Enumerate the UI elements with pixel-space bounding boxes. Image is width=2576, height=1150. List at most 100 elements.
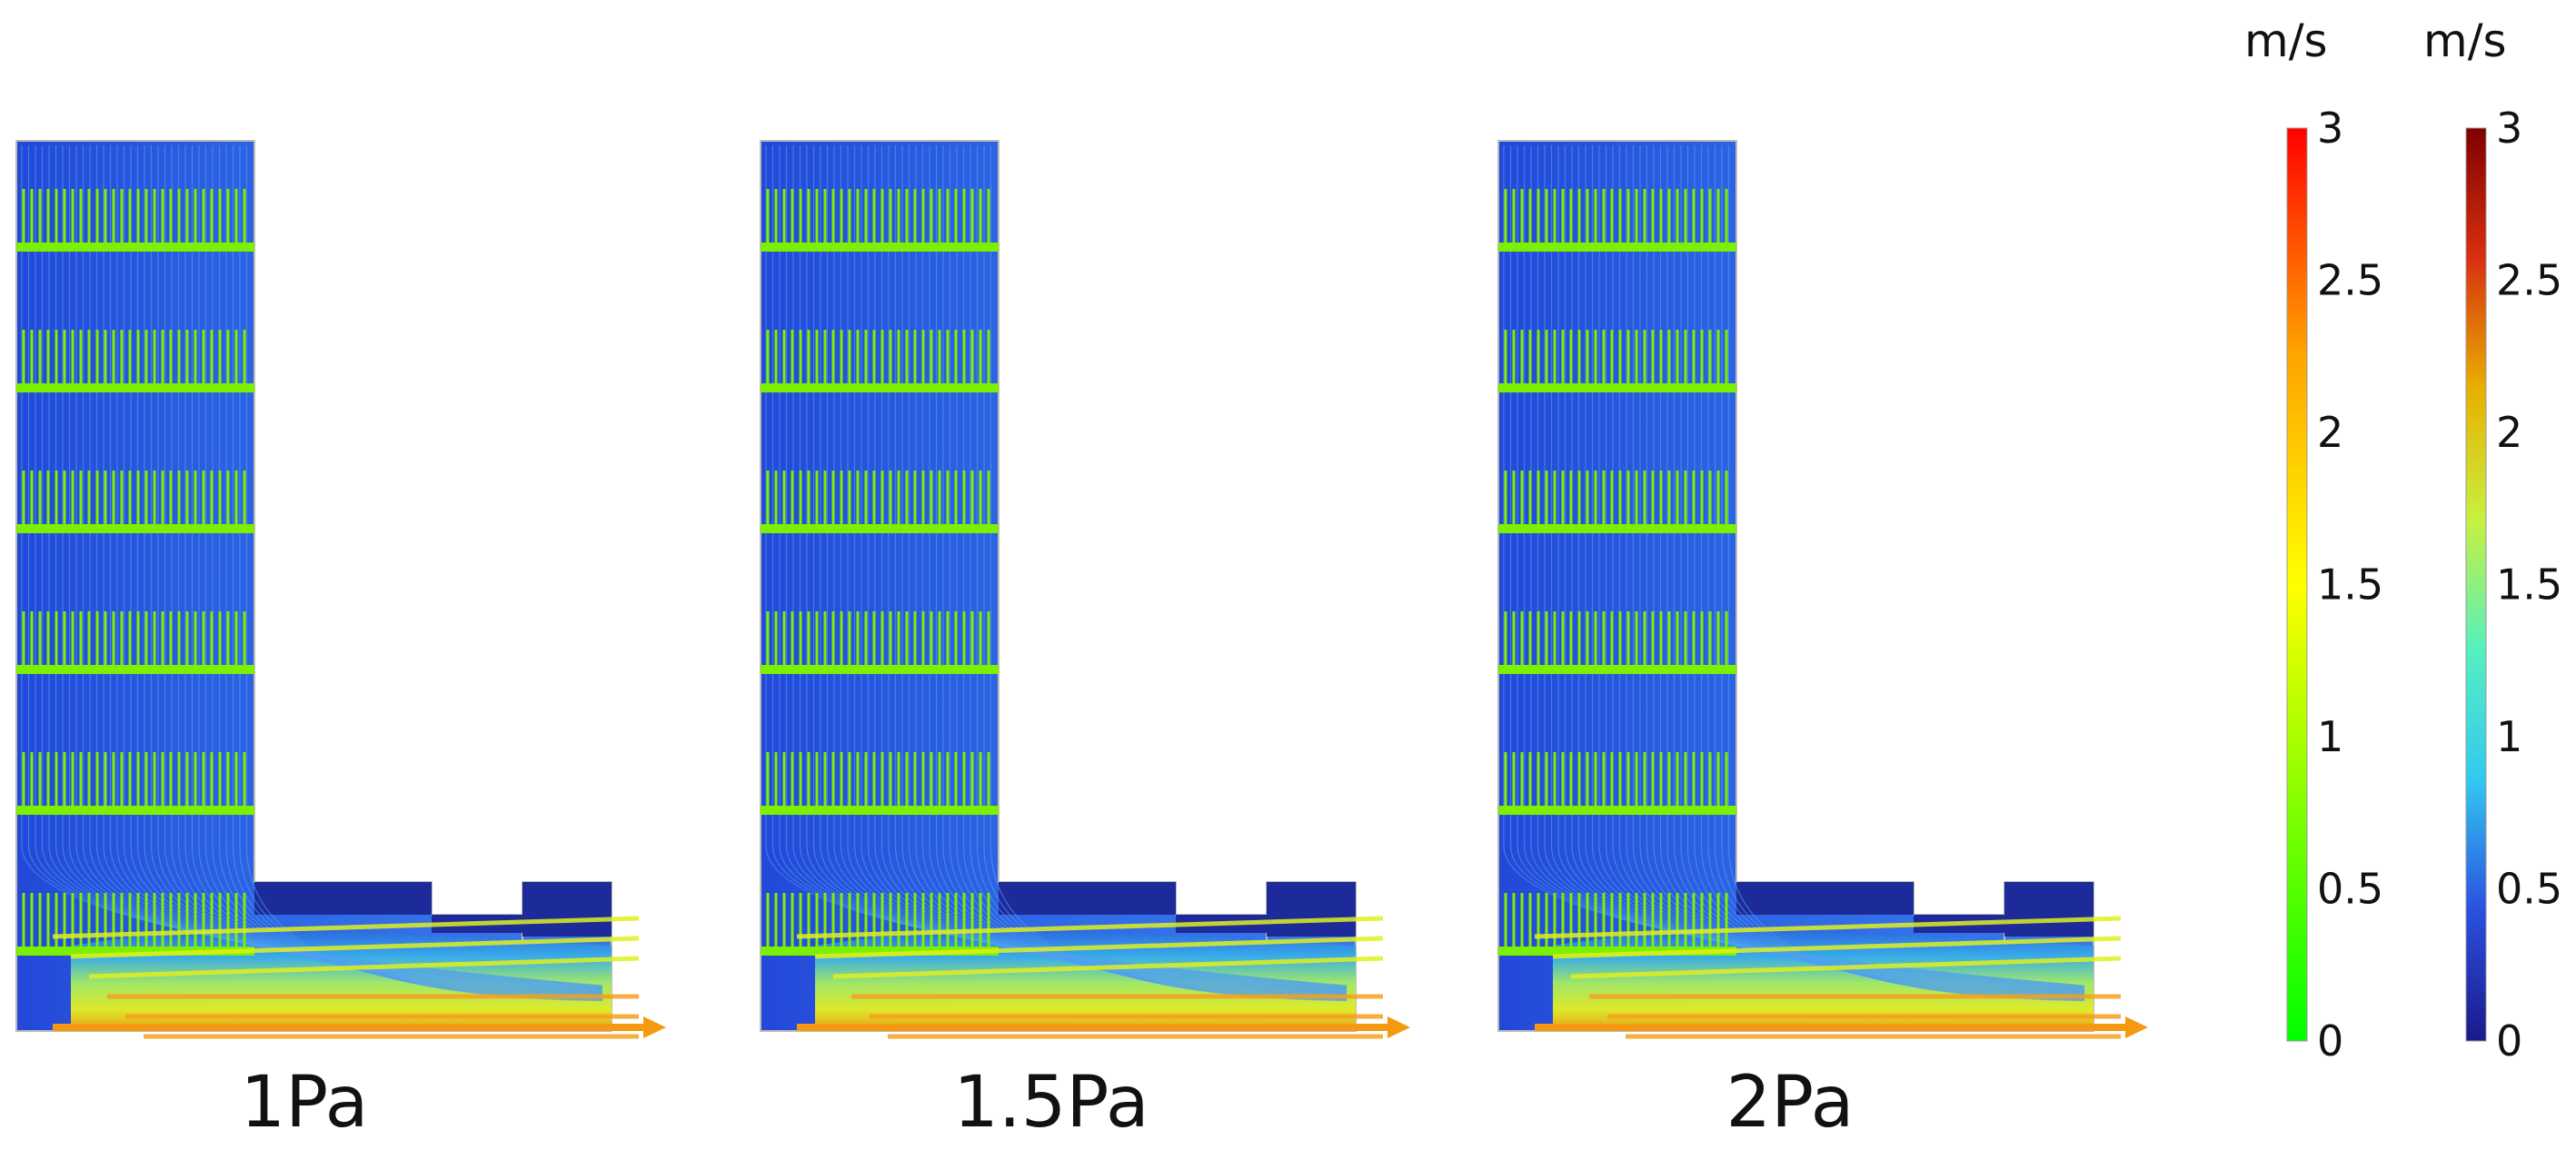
arrow-head-row	[1498, 383, 1736, 392]
streamline	[171, 145, 603, 996]
streamline	[144, 145, 603, 995]
streamline	[164, 145, 603, 996]
streamline	[1653, 145, 2085, 996]
streamline	[1626, 145, 2085, 995]
velocity-arrow	[1552, 936, 2122, 959]
colorbar-tick-label: 1	[2317, 712, 2343, 761]
arrow-head-row	[1498, 524, 1736, 533]
arrow-head-row	[761, 947, 999, 956]
arrow-head-row	[1498, 806, 1736, 815]
colorbar-tick-label: 1.5	[2317, 560, 2383, 610]
streamline	[1646, 145, 2085, 996]
streamline	[983, 145, 1348, 1001]
streamline	[1714, 145, 2085, 1001]
colorbar-tick-label: 0	[2496, 1016, 2522, 1066]
colorbar-surface: m/s 0 0.5 1 1.5 2 2.5 3	[2423, 15, 2562, 1066]
arrow-head-row	[1498, 665, 1736, 674]
arrow-head-row	[761, 665, 999, 674]
streamline	[245, 145, 603, 1002]
arrow-head-row	[761, 243, 999, 252]
velocity-arrow	[70, 936, 640, 959]
colorbar-tick-label: 1.5	[2496, 560, 2562, 610]
streamline	[888, 145, 1348, 995]
arrow-head-row	[761, 383, 999, 392]
arrow-head	[643, 1016, 666, 1038]
streamline	[908, 145, 1348, 996]
panel-label: 1Pa	[241, 1062, 369, 1144]
streamline	[1707, 145, 2085, 1000]
colorbar-surface-bar	[2465, 127, 2487, 1042]
arrow-head-row	[16, 806, 254, 815]
streamline	[990, 145, 1348, 1002]
colorbar-tick-label: 0.5	[2496, 865, 2562, 914]
colorbar-tick-label: 0	[2317, 1016, 2343, 1066]
streamline	[239, 145, 603, 1001]
arrow-head-row	[1498, 947, 1736, 956]
streamline	[949, 145, 1348, 999]
streamline	[1591, 145, 2085, 993]
flow-panel-2: 1.5Pa	[760, 140, 1410, 1144]
streamline	[956, 145, 1348, 999]
colorbar-tick-label: 2	[2317, 408, 2343, 457]
arrow-head-row	[16, 665, 254, 674]
recirculation-zone	[2004, 882, 2094, 937]
colorbar-unit: m/s	[2244, 15, 2328, 67]
streamline	[157, 145, 603, 996]
arrow-head-row	[16, 947, 254, 956]
flow-panel-1: 1Pa	[15, 140, 666, 1144]
streamline	[130, 145, 603, 994]
streamline	[962, 145, 1348, 1000]
arrow-head-row	[16, 524, 254, 533]
streamline	[109, 145, 603, 993]
streamline	[921, 145, 1348, 997]
streamline	[894, 145, 1348, 996]
arrow-head	[2125, 1016, 2148, 1038]
flow-panel-3: 2Pa	[1497, 140, 2148, 1144]
streamline	[1612, 145, 2085, 994]
velocity-arrow	[1570, 956, 2122, 979]
streamline	[1727, 145, 2085, 1002]
streamline	[1680, 145, 2085, 998]
panel-label: 2Pa	[1726, 1062, 1855, 1144]
streamline	[942, 145, 1348, 998]
arrow-head-row	[1498, 243, 1736, 252]
recirculation-zone	[1736, 882, 1914, 915]
recirculation-zone	[999, 882, 1176, 915]
recirculation-zone	[522, 882, 612, 937]
streamline	[184, 145, 603, 997]
streamline	[867, 145, 1348, 994]
colorbar-tick-label: 0.5	[2317, 865, 2383, 914]
streamline	[177, 145, 603, 997]
streamline	[1721, 145, 2085, 1001]
colorbar-tick-label: 3	[2317, 104, 2343, 153]
colorbar-tick-label: 2.5	[2317, 256, 2383, 305]
streamline	[1694, 145, 2085, 999]
arrow-head-row	[761, 524, 999, 533]
streamline	[1659, 145, 2085, 997]
streamline	[225, 145, 603, 1000]
streamline	[970, 145, 1348, 1000]
streamline	[874, 145, 1348, 994]
velocity-arrow	[796, 916, 1384, 939]
streamline	[95, 145, 603, 992]
streamline	[218, 145, 603, 1000]
streamline	[150, 145, 603, 996]
colorbar-tick-label: 2.5	[2496, 256, 2562, 305]
arrow-head-row	[16, 243, 254, 252]
colorbar-tick-label: 3	[2496, 104, 2522, 153]
streamline	[1666, 145, 2085, 997]
colorbar-tick-label: 1	[2496, 712, 2522, 761]
streamline	[929, 145, 1348, 997]
velocity-arrow	[1534, 916, 2122, 939]
arrow-head-row	[761, 806, 999, 815]
arrow-head-row	[16, 383, 254, 392]
streamline	[1639, 145, 2085, 996]
streamline	[198, 145, 603, 998]
colorbar-tick-label: 2	[2496, 408, 2522, 457]
streamline	[976, 145, 1348, 1001]
streamline	[123, 145, 603, 994]
velocity-arrow	[52, 916, 640, 939]
streamline	[840, 145, 1348, 992]
velocity-arrow	[832, 956, 1384, 979]
